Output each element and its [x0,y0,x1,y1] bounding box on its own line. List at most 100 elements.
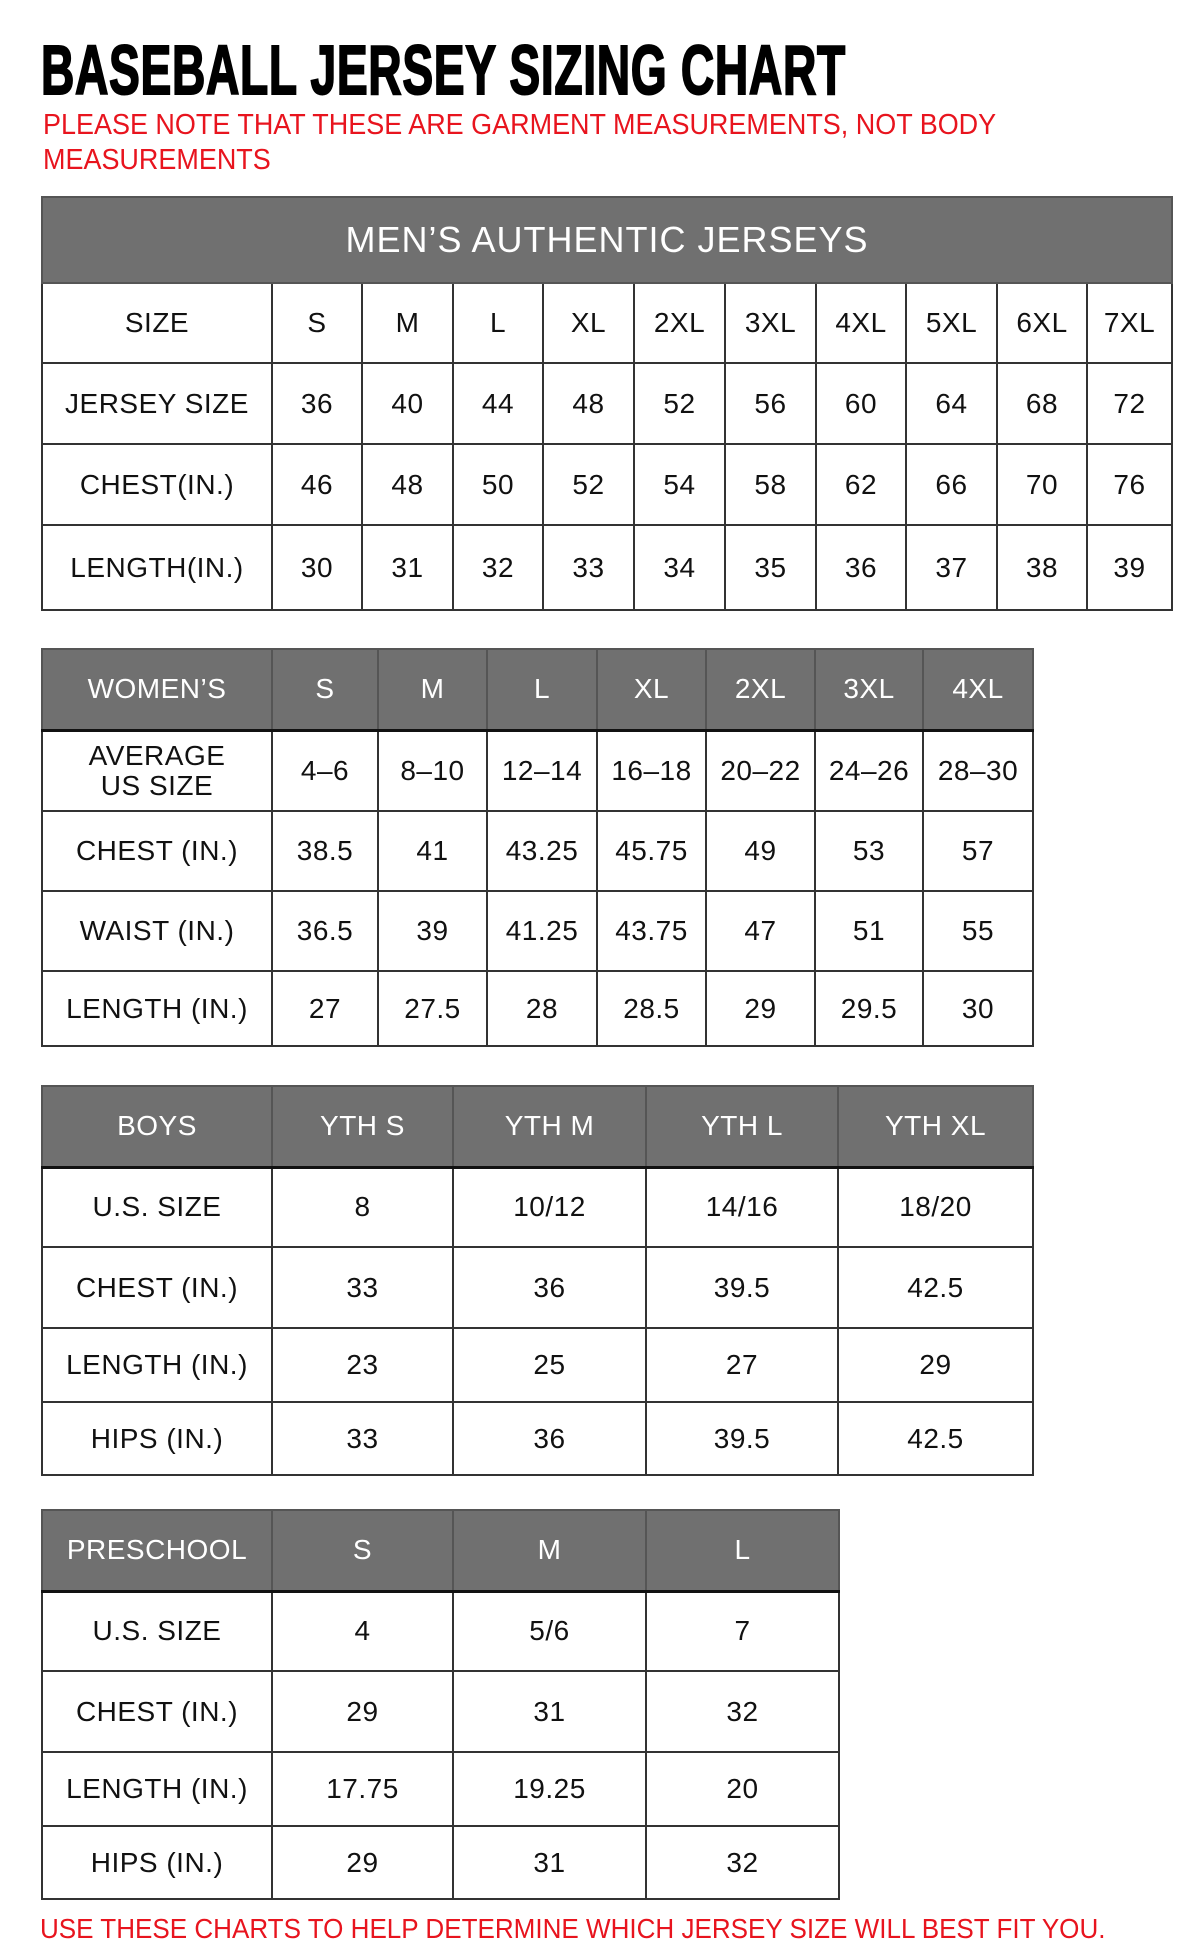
measurement-cell: 47 [705,890,816,972]
size-header-cell: 3XL [814,648,924,732]
size-header-cell: XL [596,648,707,732]
table-row: CHEST (IN.) 38.5 41 43.25 45.75 49 53 57 [41,810,1034,892]
table-row: WAIST (IN.) 36.5 39 41.25 43.75 47 51 55 [41,890,1034,972]
measurement-cell: 53 [814,810,924,892]
table-header-row: WOMEN’S S M L XL 2XL 3XL 4XL [41,648,1034,732]
table-row: U.S. SIZE 4 5/6 7 [41,1590,840,1672]
size-header-cell: 4XL [922,648,1034,732]
table-row: AVERAGE US SIZE 4–6 8–10 12–14 16–18 20–22 24–… [41,729,1034,812]
size-header-cell: 2XL [705,648,816,732]
measurement-cell: 54 [633,443,726,526]
table-row: CHEST(IN.) 46 48 50 52 54 58 62 66 70 76 [41,443,1174,526]
measurement-cell: 36 [452,1246,647,1329]
measurement-cell: 39.5 [645,1401,839,1476]
size-header-cell: L [486,648,598,732]
measurement-cell: 32 [645,1670,840,1753]
measurement-cell: 42.5 [837,1246,1034,1329]
measurement-cell: 4–6 [271,729,379,812]
measurement-cell: 27.5 [377,970,488,1047]
table-row: LENGTH (IN.) 17.75 19.25 20 [41,1751,840,1827]
measurement-cell: 72 [1085,362,1174,445]
measurement-cell: 36 [271,362,363,445]
table-header-row: SIZE S M L XL 2XL 3XL 4XL 5XL 6XL 7XL [41,282,1174,364]
measurement-cell: 55 [922,890,1034,972]
size-header-cell: 3XL [724,282,817,364]
measurement-cell: 60 [815,362,907,445]
measurement-cell: 38.5 [271,810,379,892]
measurement-cell: 41 [377,810,488,892]
size-header-cell: YTH M [452,1085,647,1169]
measurement-cell: 66 [905,443,998,526]
measurement-cell: 27 [645,1327,839,1403]
measurement-cell: 20–22 [705,729,816,812]
measurement-cell: 17.75 [271,1751,454,1827]
measurement-cell: 12–14 [486,729,598,812]
measurement-cell: 39 [1085,524,1174,611]
size-header-cell: 5XL [905,282,998,364]
measurement-cell: 39 [377,890,488,972]
measurement-cell: 32 [452,524,544,611]
measurement-cell: 42.5 [837,1401,1034,1476]
fit-guidance-footer: USE THESE CHARTS TO HELP DETERMINE WHICH… [40,1913,1106,1944]
row-label-cell: LENGTH(IN.) [41,524,273,611]
header-label-cell: BOYS [41,1085,273,1169]
row-label-cell: HIPS (IN.) [41,1825,273,1900]
measurement-cell: 43.75 [596,890,707,972]
measurement-cell: 38 [996,524,1088,611]
measurement-cell: 33 [271,1246,454,1329]
measurement-cell: 36 [815,524,907,611]
measurement-cell: 28.5 [596,970,707,1047]
measurement-cell: 49 [705,810,816,892]
header-label-cell: WOMEN’S [41,648,273,732]
measurement-cell: 52 [542,443,635,526]
measurement-cell: 5/6 [452,1590,647,1672]
size-header-cell: YTH XL [837,1085,1034,1169]
size-header-cell: 6XL [996,282,1088,364]
measurement-cell: 31 [452,1670,647,1753]
size-header-cell: L [645,1509,840,1593]
measurement-cell: 29 [705,970,816,1047]
measurement-cell: 10/12 [452,1166,647,1248]
mens-authentic-jerseys-table: MEN’S AUTHENTIC JERSEYS SIZE S M L XL 2XL 3XL 4X… [40,196,1174,611]
measurement-cell: 39.5 [645,1246,839,1329]
row-label-cell: WAIST (IN.) [41,890,273,972]
table-row: CHEST (IN.) 29 31 32 [41,1670,840,1753]
table-row: JERSEY SIZE 36 40 44 48 52 56 60 64 68 72 [41,362,1174,445]
row-label-cell: CHEST (IN.) [41,810,273,892]
row-label-cell: CHEST (IN.) [41,1670,273,1753]
table-row: U.S. SIZE 8 10/12 14/16 18/20 [41,1166,1034,1248]
measurement-cell: 44 [452,362,544,445]
measurement-cell: 33 [271,1401,454,1476]
measurement-cell: 29 [271,1670,454,1753]
table-row: LENGTH (IN.) 27 27.5 28 28.5 29 29.5 30 [41,970,1034,1047]
measurement-cell: 14/16 [645,1166,839,1248]
measurement-cell: 24–26 [814,729,924,812]
table-row: LENGTH(IN.) 30 31 32 33 34 35 36 37 38 39 [41,524,1174,611]
measurement-cell: 23 [271,1327,454,1403]
measurement-cell: 19.25 [452,1751,647,1827]
size-header-cell: 4XL [815,282,907,364]
size-header-cell: M [452,1509,647,1593]
table-header-row: BOYS YTH S YTH M YTH L YTH XL [41,1085,1034,1169]
measurement-cell: 34 [633,524,726,611]
size-header-cell: M [361,282,454,364]
boys-size-table: BOYS YTH S YTH M YTH L YTH XL U.S. SIZE 8 10/12… [41,1085,1034,1476]
measurement-cell: 35 [724,524,817,611]
size-header-cell: 2XL [633,282,726,364]
measurement-cell: 4 [271,1590,454,1672]
row-label-cell: CHEST (IN.) [41,1246,273,1329]
table-banner-row: MEN’S AUTHENTIC JERSEYS [40,196,1174,284]
measurement-cell: 48 [542,362,635,445]
measurement-cell: 27 [271,970,379,1047]
row-label-cell: JERSEY SIZE [41,362,273,445]
measurement-cell: 30 [271,524,363,611]
measurement-cell: 28–30 [922,729,1034,812]
size-header-cell: YTH L [645,1085,839,1169]
row-label-cell: CHEST(IN.) [41,443,273,526]
measurement-cell: 70 [996,443,1088,526]
measurement-cell: 28 [486,970,598,1047]
measurement-cell: 40 [361,362,454,445]
measurement-cell: 50 [452,443,544,526]
size-header-cell: M [377,648,488,732]
size-header-cell: S [271,1509,454,1593]
